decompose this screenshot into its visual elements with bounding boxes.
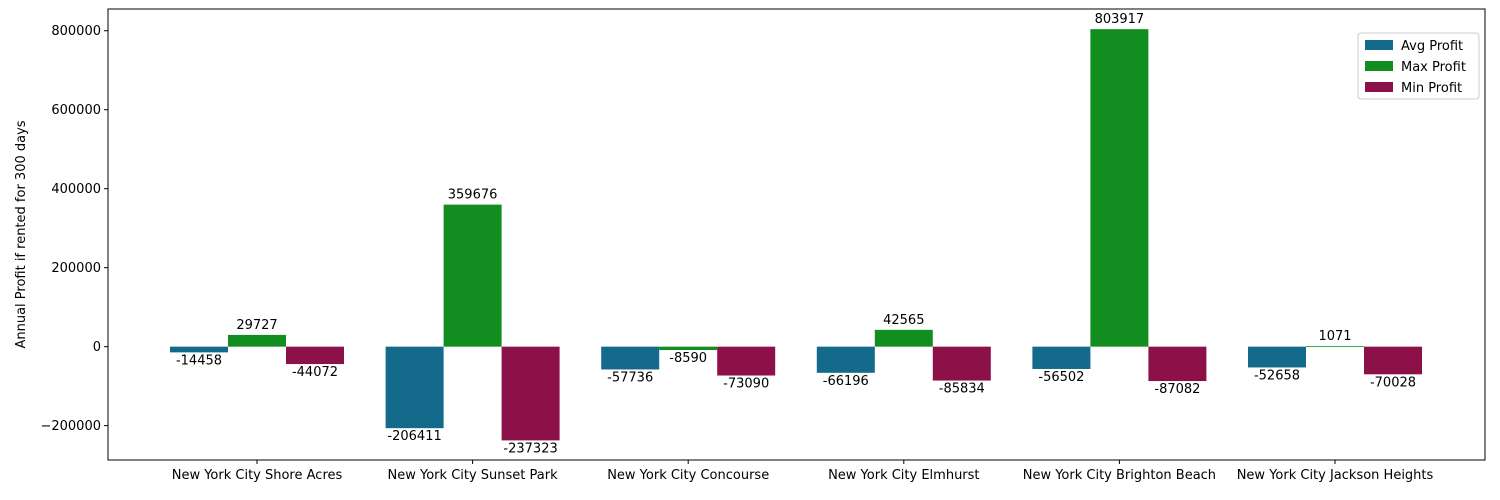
legend-label: Min Profit xyxy=(1401,81,1462,96)
bar-max-profit xyxy=(1306,346,1364,348)
bar-max-profit xyxy=(228,334,286,347)
data-label: 803917 xyxy=(1095,12,1145,27)
y-axis: −200000 0 200000 400000 600000 800000 xyxy=(40,24,108,434)
plot-frame xyxy=(107,8,1486,461)
y-tick-label: 600000 xyxy=(51,103,101,118)
data-label: -73090 xyxy=(723,377,769,392)
legend-swatch xyxy=(1365,40,1393,50)
bar-avg-profit xyxy=(1032,346,1091,369)
bar-min-profit xyxy=(1364,346,1422,375)
y-tick-label: 800000 xyxy=(51,24,101,39)
x-tick-label: New York City Concourse xyxy=(607,468,769,483)
bar-min-profit xyxy=(286,346,344,365)
bar-min-profit xyxy=(932,346,991,381)
bar-max-profit xyxy=(443,204,502,347)
data-label: 1071 xyxy=(1318,329,1351,344)
data-label: -44072 xyxy=(292,365,338,380)
bar-min-profit xyxy=(1148,346,1207,382)
data-label: 359676 xyxy=(448,188,498,203)
bar-avg-profit xyxy=(385,346,444,429)
bar-avg-profit xyxy=(1248,346,1306,368)
bar-min-profit xyxy=(501,346,560,441)
bar-avg-profit xyxy=(170,346,228,353)
data-label: -87082 xyxy=(1154,382,1200,397)
data-label: -52658 xyxy=(1254,368,1300,383)
data-label: -14458 xyxy=(176,353,222,368)
data-label: -8590 xyxy=(669,351,707,366)
legend: Avg Profit Max Profit Min Profit xyxy=(1357,32,1480,100)
x-tick-label: New York City Jackson Heights xyxy=(1237,468,1434,483)
data-label: -206411 xyxy=(387,429,441,444)
x-tick-label: New York City Sunset Park xyxy=(388,468,559,483)
bar-max-profit xyxy=(1090,29,1149,347)
data-label: -85834 xyxy=(939,382,985,397)
legend-swatch xyxy=(1365,61,1393,71)
x-axis: New York City Shore Acres New York City S… xyxy=(172,460,1434,483)
bar-max-profit xyxy=(659,346,718,351)
data-labels-group: -14458 29727 -44072 -206411 359676 -237323 -57… xyxy=(176,12,1416,456)
bar-min-profit xyxy=(717,346,776,376)
data-label: -56502 xyxy=(1038,370,1084,385)
y-axis-label: Annual Profit if rented for 300 days xyxy=(14,120,29,348)
legend-label: Avg Profit xyxy=(1401,39,1463,54)
x-tick-label: New York City Brighton Beach xyxy=(1023,468,1216,483)
y-tick-label: 0 xyxy=(93,340,101,355)
data-label: 29727 xyxy=(236,318,277,333)
y-tick-label: 200000 xyxy=(51,261,101,276)
data-label: -70028 xyxy=(1370,375,1416,390)
legend-label: Max Profit xyxy=(1401,60,1466,75)
bar-avg-profit xyxy=(601,346,660,370)
legend-swatch xyxy=(1365,82,1393,92)
bar-max-profit xyxy=(874,329,933,347)
x-tick-label: New York City Elmhurst xyxy=(828,468,979,483)
y-tick-label: −200000 xyxy=(40,419,101,434)
y-tick-label: 400000 xyxy=(51,182,101,197)
bar-avg-profit xyxy=(816,346,875,373)
x-tick-label: New York City Shore Acres xyxy=(172,468,343,483)
data-label: -237323 xyxy=(503,441,557,456)
data-label: -66196 xyxy=(823,374,869,389)
data-label: -57736 xyxy=(607,370,653,385)
data-label: 42565 xyxy=(883,313,924,328)
bars-group xyxy=(170,29,1422,441)
